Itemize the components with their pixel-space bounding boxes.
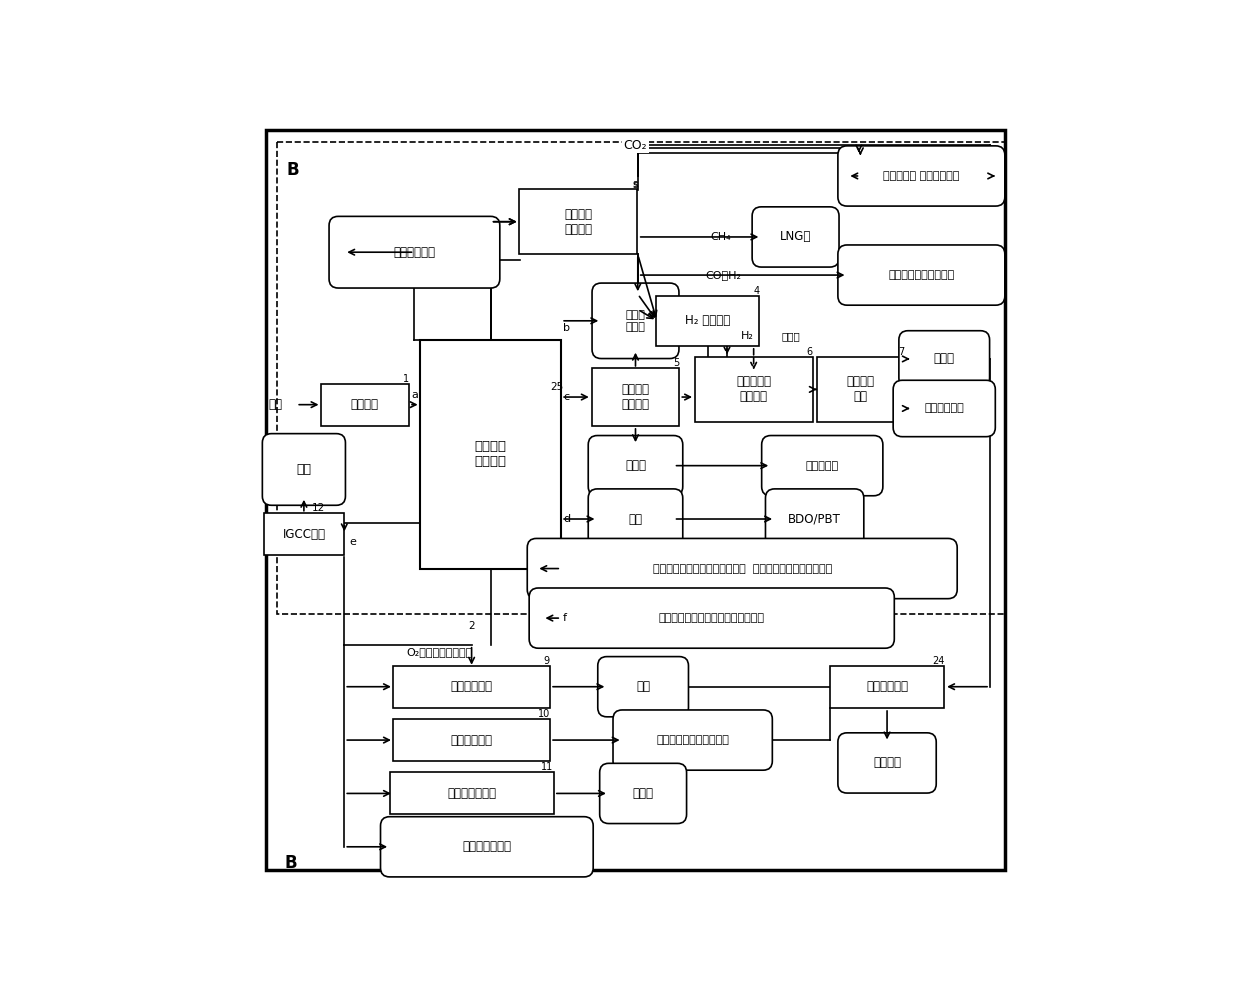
Text: 1: 1	[403, 373, 409, 384]
FancyBboxPatch shape	[838, 733, 936, 793]
Bar	[656, 296, 759, 346]
Text: s: s	[632, 179, 637, 189]
Text: 酚类、
沥青等: 酚类、 沥青等	[625, 310, 646, 332]
Text: CO、H₂: CO、H₂	[706, 270, 742, 280]
FancyBboxPatch shape	[753, 207, 839, 267]
FancyBboxPatch shape	[613, 710, 773, 770]
FancyBboxPatch shape	[765, 489, 864, 549]
Text: c: c	[563, 392, 569, 402]
Text: s: s	[632, 180, 637, 190]
Text: 25: 25	[549, 382, 563, 392]
Bar	[694, 357, 812, 422]
Bar	[830, 665, 944, 708]
Bar	[520, 189, 637, 254]
Text: 油品调和单元: 油品调和单元	[866, 680, 908, 693]
FancyBboxPatch shape	[893, 380, 996, 437]
FancyBboxPatch shape	[598, 656, 688, 717]
FancyBboxPatch shape	[761, 436, 883, 496]
Text: 11: 11	[542, 762, 553, 772]
FancyBboxPatch shape	[329, 217, 500, 288]
Text: 油品分离
单元: 油品分离 单元	[847, 375, 874, 403]
Bar	[591, 368, 680, 426]
Text: d: d	[563, 514, 570, 524]
Text: IGCC单元: IGCC单元	[283, 528, 325, 541]
Text: 6: 6	[806, 347, 812, 357]
Bar	[817, 357, 904, 422]
Text: H₂: H₂	[740, 331, 754, 342]
Text: f: f	[563, 613, 567, 623]
Text: 石脑油: 石脑油	[934, 352, 955, 365]
Text: 沥青质: 沥青质	[625, 459, 646, 472]
Text: 醇类合成单元: 醇类合成单元	[450, 734, 492, 746]
Text: BDO/PBT: BDO/PBT	[789, 513, 841, 526]
Text: 5: 5	[673, 358, 680, 368]
Text: O₂、空气或水蒸气等: O₂、空气或水蒸气等	[407, 647, 474, 657]
FancyBboxPatch shape	[600, 763, 687, 824]
Text: 电力: 电力	[296, 463, 311, 476]
Text: 净化焦油
分离单元: 净化焦油 分离单元	[621, 383, 650, 411]
Text: 备煤单元: 备煤单元	[351, 398, 379, 411]
FancyBboxPatch shape	[838, 245, 1004, 305]
FancyBboxPatch shape	[588, 436, 683, 496]
Text: 原煤: 原煤	[268, 398, 281, 411]
FancyBboxPatch shape	[527, 539, 957, 599]
Bar	[393, 665, 549, 708]
FancyBboxPatch shape	[381, 817, 593, 877]
Text: CH₄: CH₄	[711, 232, 730, 242]
Text: 热解气化
耦合单元: 热解气化 耦合单元	[475, 441, 507, 468]
Bar	[321, 384, 409, 426]
Text: 汽油、柴油等: 汽油、柴油等	[924, 404, 965, 414]
FancyBboxPatch shape	[899, 331, 990, 387]
Text: LNG等: LNG等	[780, 231, 811, 244]
Bar	[389, 772, 553, 815]
FancyBboxPatch shape	[838, 146, 1004, 206]
Text: CO₂: CO₂	[624, 139, 647, 152]
Text: B: B	[285, 854, 298, 872]
Text: 合成氨、尿素、碳酸等: 合成氨、尿素、碳酸等	[888, 270, 955, 280]
Text: b: b	[563, 324, 570, 334]
Text: 氨氢等: 氨氢等	[632, 787, 653, 800]
Text: 催化剂: 催化剂	[782, 331, 801, 342]
Text: 电石: 电石	[629, 513, 642, 526]
Text: 建筑、水泥、化工、提取稀有金属等: 建筑、水泥、化工、提取稀有金属等	[658, 613, 765, 623]
Text: 碳素材料等: 碳素材料等	[806, 460, 838, 470]
Text: 10: 10	[537, 709, 549, 719]
Text: CO₂: CO₂	[625, 139, 646, 152]
FancyBboxPatch shape	[263, 434, 346, 505]
Bar	[420, 340, 562, 568]
Text: 蜡品: 蜡品	[636, 680, 650, 693]
Text: 煤焦油加氢
裂解单元: 煤焦油加氢 裂解单元	[737, 375, 771, 403]
Text: H₂ 分离单元: H₂ 分离单元	[686, 314, 730, 328]
Text: 氨氢批合成单元: 氨氢批合成单元	[448, 787, 496, 800]
Text: a: a	[410, 390, 418, 400]
FancyBboxPatch shape	[529, 588, 894, 648]
Text: 甲醇、乙二醇、混合醇等: 甲醇、乙二醇、混合醇等	[656, 735, 729, 745]
Text: 铁合金、高炉喷吹、陶瓷碳陶瓷  发电、民用燃料气化原料等: 铁合金、高炉喷吹、陶瓷碳陶瓷 发电、民用燃料气化原料等	[652, 563, 832, 573]
FancyBboxPatch shape	[591, 283, 680, 358]
Text: 蒸气轮机发电: 蒸气轮机发电	[393, 246, 435, 258]
Text: 7: 7	[898, 347, 904, 357]
Text: 净化燃气
分离单元: 净化燃气 分离单元	[564, 208, 593, 236]
Text: 费托合成单元: 费托合成单元	[450, 680, 492, 693]
Text: 4: 4	[753, 286, 759, 296]
Text: B: B	[286, 160, 299, 179]
Bar	[264, 513, 343, 555]
Bar	[393, 719, 549, 761]
Text: 12: 12	[311, 503, 325, 513]
Text: 2: 2	[469, 621, 475, 631]
Text: e: e	[350, 537, 357, 546]
Text: 其他化工类产品: 其他化工类产品	[463, 841, 511, 853]
Text: 9: 9	[543, 655, 549, 665]
FancyBboxPatch shape	[588, 489, 683, 549]
Text: 24: 24	[931, 655, 944, 665]
Text: 碳酸二甲酯 可降解塑料等: 碳酸二甲酯 可降解塑料等	[883, 171, 960, 181]
Text: 液体燃料: 液体燃料	[873, 756, 901, 769]
